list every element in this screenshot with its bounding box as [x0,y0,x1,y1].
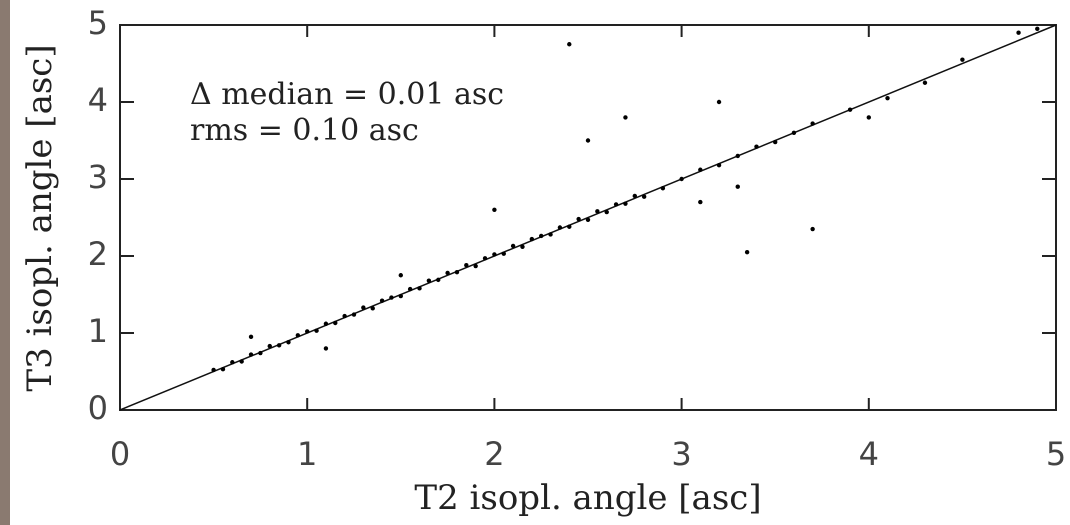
point [248,352,254,357]
point [716,162,722,168]
point [510,243,516,249]
y-tick-label: 0 [88,389,108,427]
point [482,256,488,261]
point [389,295,394,300]
point [754,144,759,149]
point [211,367,216,373]
point [436,277,441,283]
point [248,334,254,340]
point [323,346,329,351]
x-axis-label: T2 isopl. angle [asc] [414,478,761,518]
point [641,194,647,199]
point [267,343,272,349]
point [276,343,282,348]
point [520,244,525,249]
point [529,236,535,242]
annotation: rms = 0.10 asc [190,113,419,148]
point [698,167,703,172]
point [773,139,778,145]
point [735,184,740,189]
point [342,313,347,319]
x-tick-label: 4 [859,435,879,473]
point [305,329,310,334]
point [239,359,244,364]
point [604,209,609,215]
point [295,333,301,338]
point [323,321,329,326]
point [407,286,413,292]
point [810,226,815,232]
point [613,202,619,207]
point [314,328,319,333]
point [1035,26,1040,32]
x-tick-label: 2 [484,435,504,473]
point [585,217,591,223]
point [539,233,544,239]
point [922,80,928,85]
point [810,121,815,126]
point [632,193,637,199]
point [791,130,797,135]
point [230,360,235,365]
point [623,201,628,206]
point [866,115,871,120]
point [361,305,366,310]
point [351,312,357,317]
point [370,306,375,311]
point [1016,30,1021,35]
point [576,216,581,222]
point [567,224,572,229]
background [10,0,1070,525]
point [492,252,497,257]
point [567,42,572,47]
point [744,249,750,255]
point [492,207,497,212]
point [473,263,478,269]
one-to-one-line [119,24,1057,411]
point [585,138,591,143]
y-tick-label: 4 [88,81,108,119]
y-axis-label: T3 isopl. angle [asc] [20,44,60,391]
y-tick-label: 3 [88,158,108,196]
point [735,153,740,159]
point [548,232,553,237]
annotation: Δ median = 0.01 asc [190,77,504,112]
plot-frame [119,24,1057,411]
point [398,293,403,299]
point [623,115,628,120]
point [417,286,422,291]
y-tick-label: 5 [88,4,108,42]
point [960,57,965,62]
point [698,199,703,205]
x-tick-label: 3 [671,435,691,473]
point [379,298,385,303]
point [557,225,563,230]
point [464,263,469,268]
point [454,269,460,275]
point [660,186,666,191]
point [716,99,722,105]
point [595,209,600,214]
point [501,251,506,256]
point [286,340,291,345]
point [885,95,890,101]
y-tick-label: 2 [88,235,108,273]
point [426,278,432,283]
point [258,350,263,356]
point [398,273,403,278]
point [333,320,338,326]
point [445,270,450,276]
point [220,366,226,372]
y-tick-label: 1 [88,312,108,350]
x-tick-label: 5 [1046,435,1066,473]
point [847,107,853,112]
point [679,176,684,182]
x-tick-label: 0 [110,435,130,473]
x-tick-label: 1 [297,435,317,473]
